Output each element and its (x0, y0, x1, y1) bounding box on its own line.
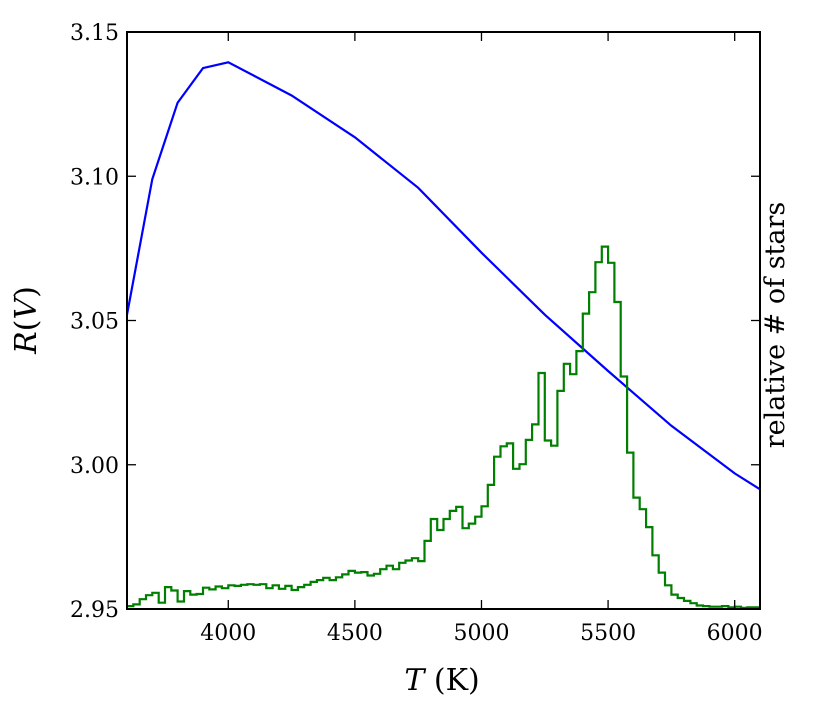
x-axis-label: T (K) (404, 663, 479, 698)
axis-ticks (127, 31, 760, 610)
y-tick-label: 2.95 (70, 598, 119, 623)
y-tick-label: 3.00 (70, 454, 119, 479)
x-tick-label: 4500 (327, 621, 383, 646)
star-count-histogram (127, 245, 760, 609)
y-tick-label: 3.10 (70, 165, 119, 190)
x-tick-label: 4000 (200, 621, 256, 646)
y-tick-label: 3.15 (70, 21, 119, 46)
right-axis-label: relative # of stars (760, 202, 791, 449)
x-tick-label: 5000 (453, 621, 509, 646)
y-tick-label: 3.05 (70, 310, 119, 335)
y-axis-label: R(V) (9, 286, 44, 355)
axis-tick-labels: 4000 4500 5000 5500 6000 2.95 3.00 3.05 3.10 3.15 (70, 21, 763, 646)
plot-area (125, 61, 761, 609)
x-tick-label: 6000 (707, 621, 763, 646)
rv-temperature-curve (125, 61, 761, 491)
x-tick-label: 5500 (580, 621, 636, 646)
